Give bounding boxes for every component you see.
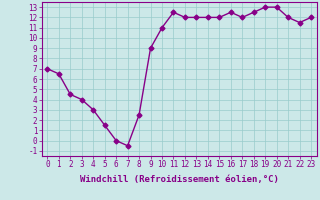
X-axis label: Windchill (Refroidissement éolien,°C): Windchill (Refroidissement éolien,°C) [80, 175, 279, 184]
